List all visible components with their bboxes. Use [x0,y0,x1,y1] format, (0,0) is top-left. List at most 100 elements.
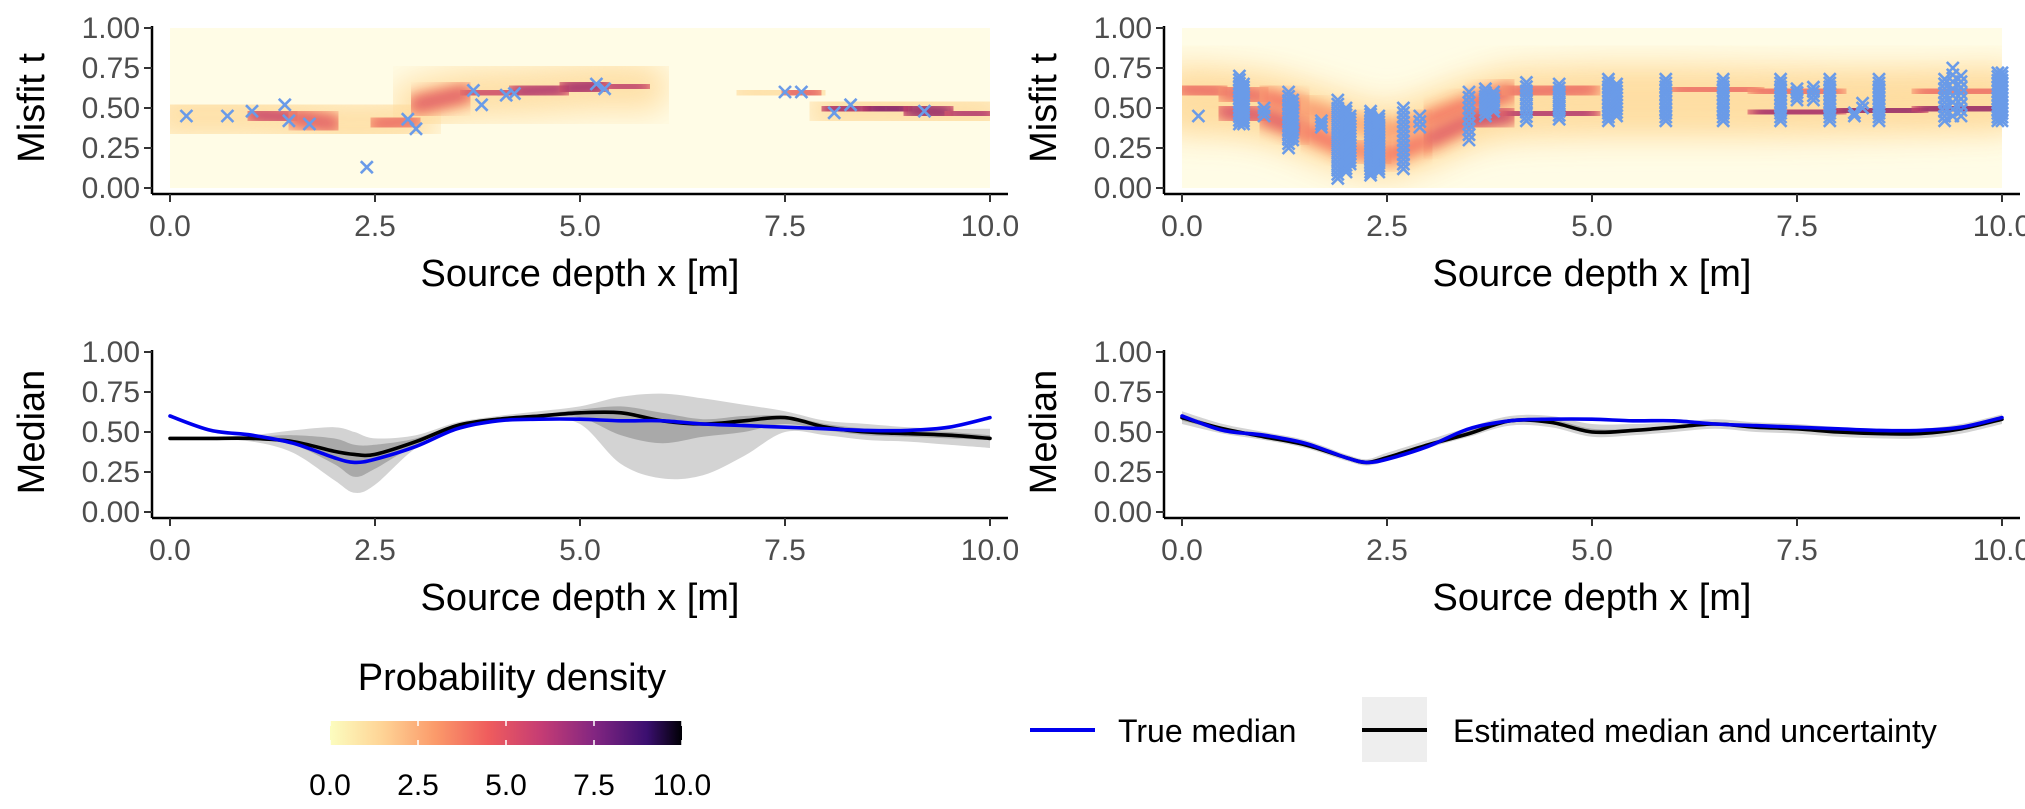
y-tick-label: 0.50 [1094,92,1152,125]
observation-stroke [1363,104,1378,119]
observation-stroke [589,77,604,91]
observation-marker [1412,109,1427,123]
y-tick-label: 0.00 [82,496,140,529]
observation-stroke [1658,72,1673,87]
observation-marker [1872,76,1886,90]
observation-marker [1236,83,1251,98]
observation-stroke [1314,113,1329,128]
observation-marker [1552,77,1567,91]
observation-marker [1855,96,1870,111]
observation-stroke [597,81,612,96]
observation-marker [1462,117,1476,131]
observation-marker [1822,72,1837,87]
observation-marker [1236,77,1251,91]
x-tick-label: 5.0 [559,210,601,243]
observation-stroke [1806,84,1821,99]
observation-stroke [1232,69,1247,83]
observation-stroke [1855,96,1870,111]
observation-stroke [1236,83,1251,98]
observation-stroke [1658,76,1673,90]
observation-stroke [409,121,423,136]
uncertainty-band-outer [1182,411,2002,466]
observation-marker [1339,101,1353,115]
observation-marker [1658,72,1673,87]
observation-stroke [1954,69,1968,83]
y-axis-title: Median [11,370,53,495]
y-tick-label: 0.25 [1094,456,1152,489]
observation-stroke [1371,112,1386,126]
observation-stroke [1872,76,1886,90]
observation-stroke [794,85,809,99]
observation-marker [1281,85,1296,99]
observation-stroke [1191,109,1206,123]
observation-marker [1806,80,1821,95]
observation-marker [1954,69,1968,83]
observation-stroke [843,97,858,112]
observation-stroke [1995,69,2009,84]
observation-stroke [1257,105,1271,119]
observation-stroke [302,117,317,131]
x-axis-title: Source depth x [m] [421,577,740,619]
observation-marker [1462,85,1476,99]
observation-marker [1257,105,1271,119]
observation-marker [1236,80,1251,94]
observation-stroke [1462,90,1476,105]
observation-marker [1412,120,1427,135]
density-field [170,28,990,188]
colorbar-tick-label: 0.0 [309,769,351,802]
observation-marker [1609,77,1624,91]
observation-stroke [1339,101,1353,115]
x-tick-label: 0.0 [149,210,191,243]
observation-stroke [1462,127,1476,142]
x-axis-title: Source depth x [m] [421,253,740,295]
y-tick-label: 0.75 [1094,376,1152,409]
observation-stroke [1412,114,1427,129]
observation-stroke [1954,86,1968,101]
observation-stroke [1396,105,1411,120]
observation-marker [1285,96,1300,111]
x-tick-label: 7.5 [1776,210,1818,243]
observation-stroke [1954,97,1968,112]
observation-marker [1314,113,1329,128]
observation-marker [1396,105,1411,120]
observation-marker [1519,75,1534,90]
observation-stroke [1716,72,1731,87]
true-median-line [1180,414,2004,465]
y-tick-label: 0.00 [1094,172,1152,205]
colorbar-ticks: 0.0 2.5 5.0 7.5 10.0 [309,721,711,802]
true-median-line [168,414,992,465]
observation-marker [1462,106,1476,121]
observation-stroke [1462,117,1476,131]
observation-stroke [1872,72,1886,87]
colorbar-title: Probability density [358,657,666,699]
y-tick-label: 0.25 [82,132,140,165]
observation-stroke [1285,93,1300,107]
colorbar-tick-label: 10.0 [653,769,711,802]
x-tick-label: 5.0 [559,534,601,567]
observation-marker [302,117,317,131]
observation-marker [1486,85,1501,99]
x-tick-label: 2.5 [354,210,396,243]
observation-stroke [359,160,374,175]
legend-label-true-median: True median [1118,713,1296,749]
observation-marker [778,85,792,99]
y-axis-title: Median [1023,370,1065,495]
observation-marker [1462,90,1476,105]
observation-marker [409,121,423,136]
observation-stroke [827,105,842,120]
density-ridge-core [1669,84,1761,95]
observation-stroke [1954,109,1968,123]
observation-marker [507,86,522,101]
observation-marker [1314,117,1329,131]
observation-marker [245,104,259,119]
density-ridge-core [600,81,651,92]
observation-stroke [1945,61,1960,75]
observation-stroke [277,97,292,112]
observation-marker [1716,72,1731,87]
observation-marker [1954,109,1968,123]
x-tick-label: 2.5 [1366,534,1408,567]
uncertainty-band-inner [1182,414,2002,464]
observation-marker [1396,101,1411,115]
observation-marker [1343,109,1358,123]
observation-marker [794,85,809,99]
